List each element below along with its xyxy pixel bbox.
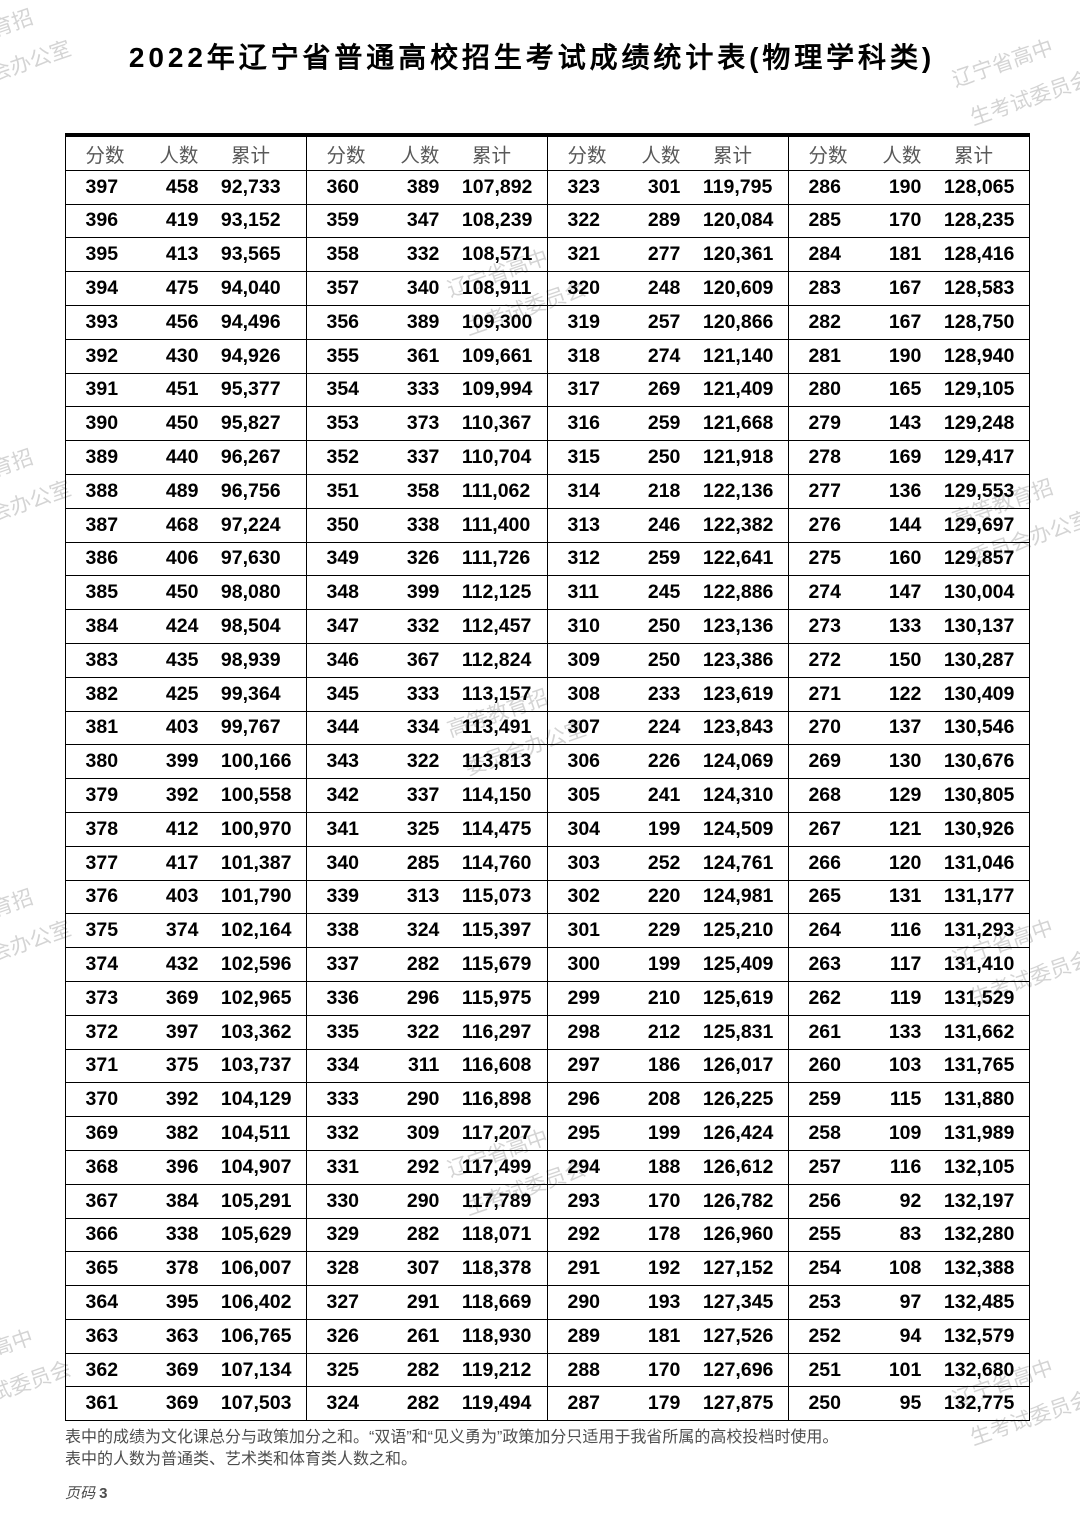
svg-text:生考试委员会: 生考试委员会 (967, 67, 1080, 130)
svg-text:委员会办公室: 委员会办公室 (0, 917, 74, 980)
svg-text:委员会办公室: 委员会办公室 (0, 477, 74, 540)
svg-text:辽宁省高中: 辽宁省高中 (0, 1326, 36, 1382)
svg-text:高等教育招: 高等教育招 (0, 886, 36, 942)
svg-text:生考试委员会: 生考试委员会 (0, 1357, 74, 1420)
svg-text:高等教育招: 高等教育招 (0, 446, 36, 502)
